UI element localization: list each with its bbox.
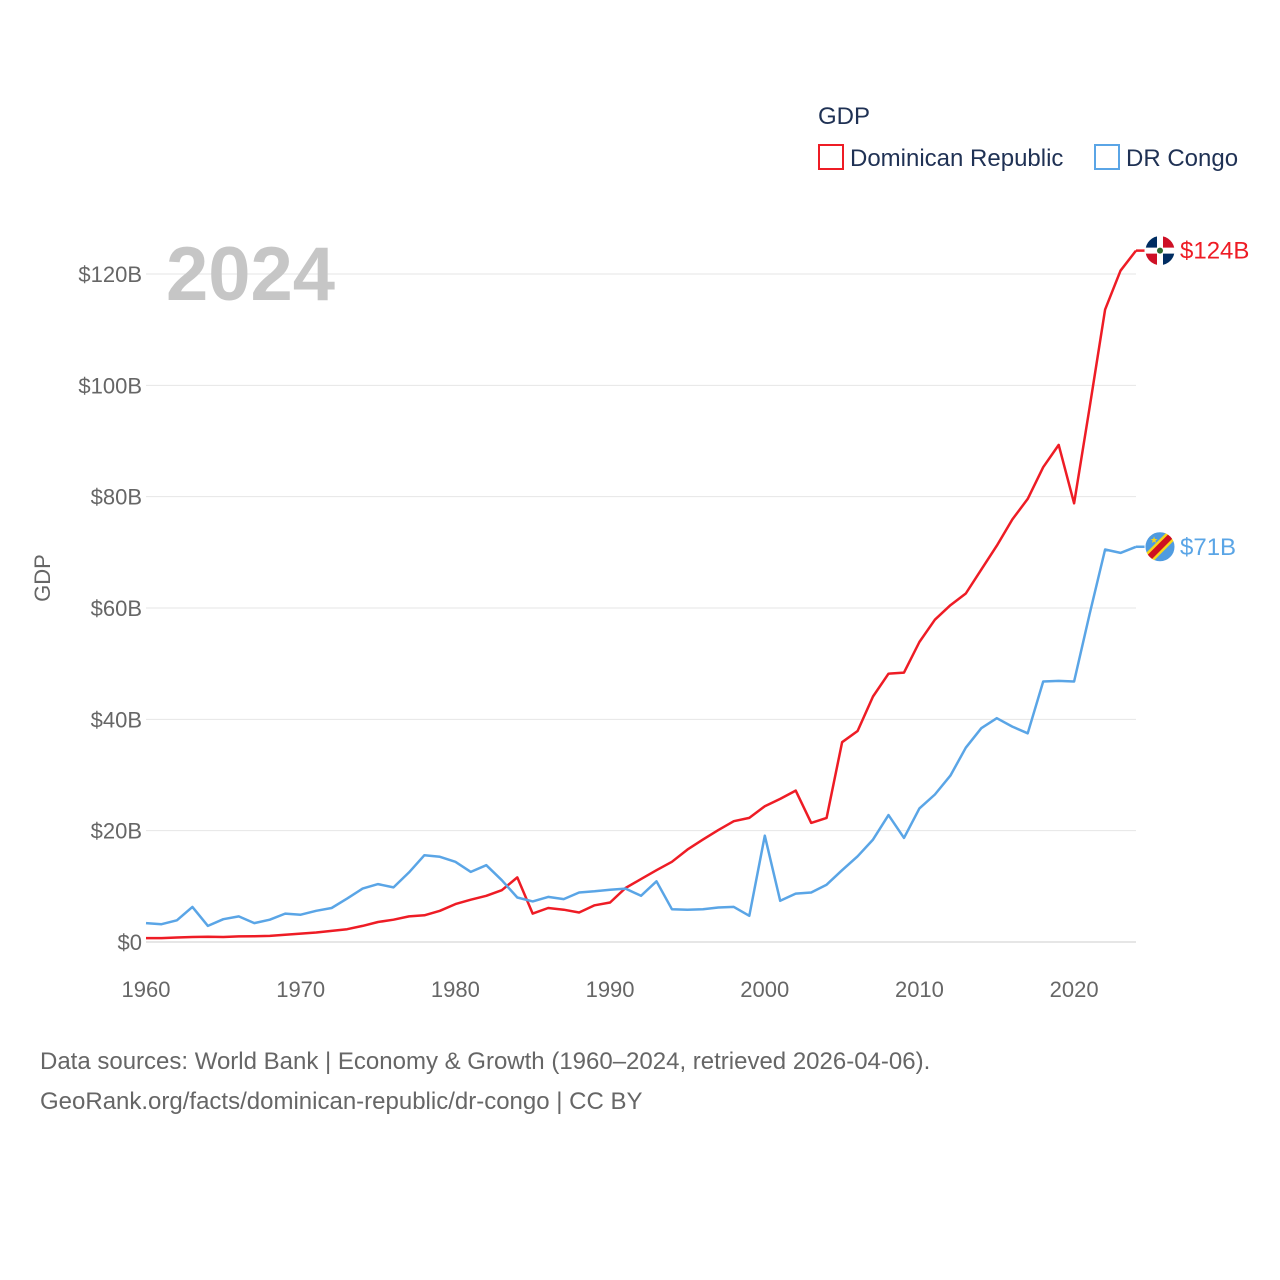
series-line-dr-congo[interactable]	[145, 545, 1137, 928]
x-tick-label: 2010	[895, 977, 944, 1002]
legend-item-dominican-republic[interactable]: Dominican Republic	[818, 144, 1063, 172]
x-tick-label: 2020	[1050, 977, 1099, 1002]
series-lines	[145, 249, 1137, 940]
x-tick-label: 1990	[586, 977, 635, 1002]
y-tick-label: $20B	[91, 819, 142, 844]
dr-congo-flag-icon: ★	[1144, 531, 1176, 563]
source-note: Data sources: World Bank | Economy & Gro…	[40, 1042, 930, 1122]
end-value-label: $71B	[1180, 534, 1236, 561]
y-axis-ticks: $0 $20B $40B $60B $80B $100B $120B	[78, 262, 142, 955]
legend-label-dominican-republic: Dominican Republic	[850, 145, 1063, 172]
x-tick-label: 1980	[431, 977, 480, 1002]
legend-swatch-dominican-republic	[818, 144, 844, 170]
legend-item-dr-congo[interactable]: DR Congo	[1094, 144, 1238, 172]
legend-swatch-dr-congo	[1094, 144, 1120, 170]
chart: $0 $20B $40B $60B $80B $100B $120B 1960 1970 198…	[30, 103, 1249, 1002]
series-end-markers: $124B ★ $71B	[1136, 235, 1249, 563]
y-tick-label: $40B	[91, 707, 142, 732]
dominican-republic-flag-icon	[1144, 235, 1176, 267]
legend-label-dr-congo: DR Congo	[1126, 145, 1238, 172]
x-axis-ticks: 1960 1970 1980 1990 2000 2010 2020	[122, 977, 1099, 1002]
legend: GDP Dominican Republic DR Congo	[818, 103, 1238, 172]
gridlines	[146, 273, 1136, 943]
svg-text:★: ★	[1150, 536, 1158, 546]
end-value-label: $124B	[1180, 238, 1249, 265]
x-tick-label: 2000	[740, 977, 789, 1002]
series-line-dominican-republic[interactable]	[146, 249, 1137, 940]
y-tick-label: $80B	[91, 485, 142, 510]
year-label: 2024	[166, 232, 335, 317]
source-line-2[interactable]: GeoRank.org/facts/dominican-republic/dr-…	[40, 1088, 643, 1115]
x-tick-label: 1960	[122, 977, 171, 1002]
source-line-1: Data sources: World Bank | Economy & Gro…	[40, 1048, 931, 1075]
legend-title: GDP	[818, 103, 870, 130]
x-tick-label: 1970	[276, 977, 325, 1002]
y-tick-label: $100B	[78, 373, 142, 398]
y-tick-label: $120B	[78, 262, 142, 287]
y-tick-label: $0	[118, 930, 142, 955]
y-axis-title: GDP	[30, 554, 55, 602]
y-tick-label: $60B	[91, 596, 142, 621]
